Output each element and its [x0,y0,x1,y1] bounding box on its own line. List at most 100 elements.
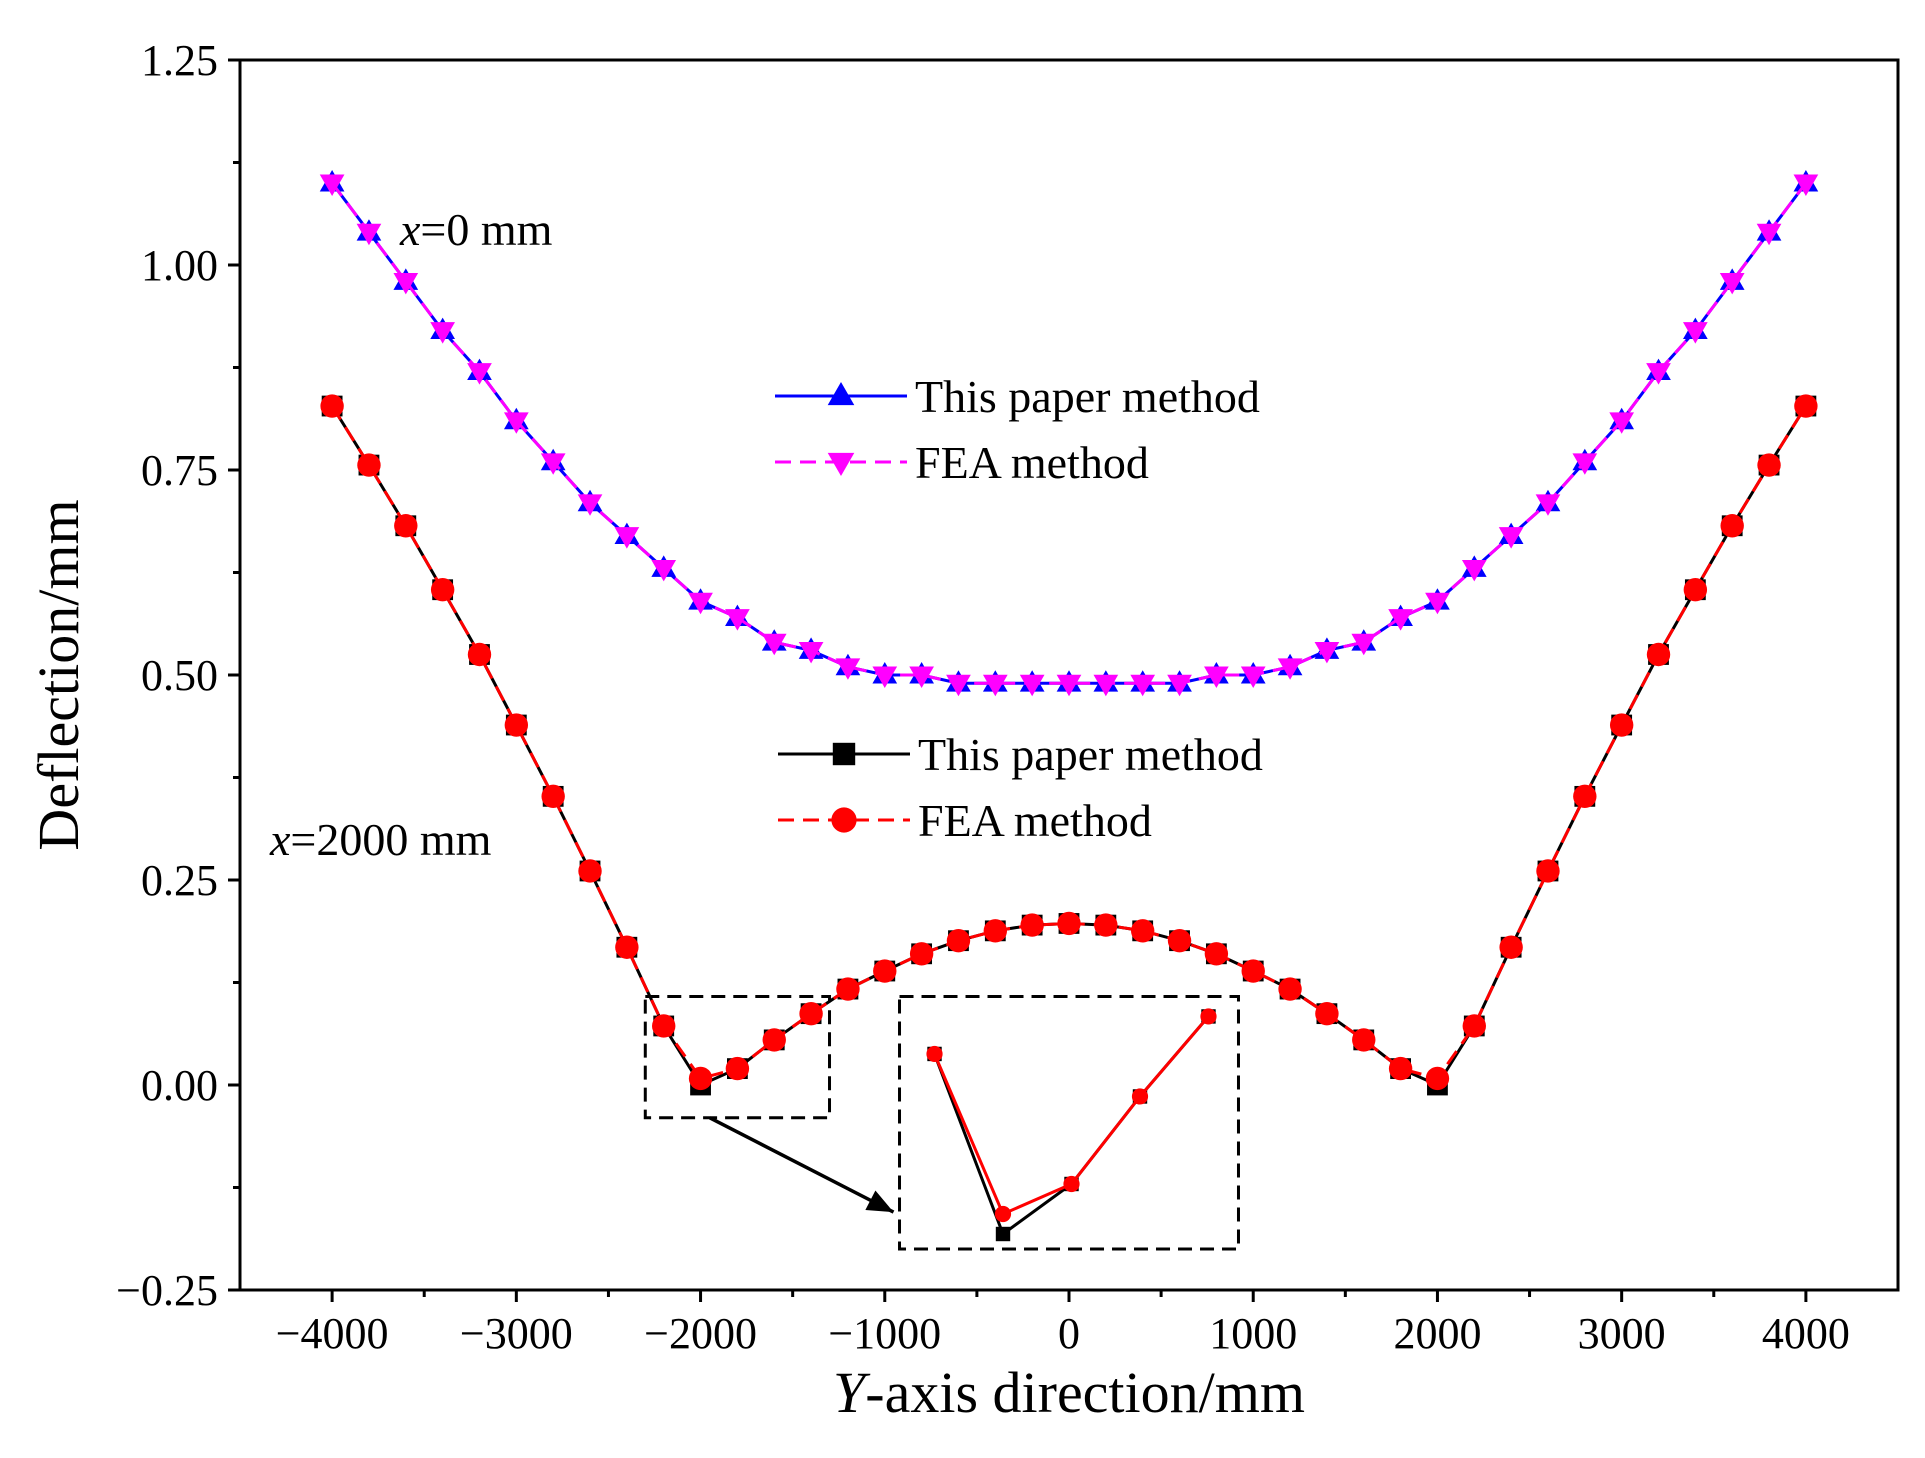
series-1-point [1461,559,1487,582]
x-tick-label: −3000 [460,1309,573,1358]
series-3-point [725,1056,750,1081]
legend-swatch-marker-1 [827,452,855,476]
legend-label-0: This paper method [915,371,1260,422]
series-1-point [430,322,455,344]
annotation-rest: =2000 mm [290,814,491,865]
inset-series-3 [926,1008,1217,1223]
y-tick-label: 1.25 [141,36,218,85]
series-1-point [651,559,677,582]
series-3-point [1646,642,1671,667]
series-1-point [1498,527,1524,549]
series-3-point [1130,919,1155,943]
x-tick-label: −2000 [644,1309,757,1358]
inset-source-box [643,994,832,1120]
series-1-point [1277,658,1303,680]
series-3-point [1167,928,1192,953]
x-tick-label: 1000 [1209,1309,1297,1358]
legend-label-2: This paper method [918,729,1263,780]
series-3-point [467,642,492,667]
series-1-point [540,453,566,475]
series-3-point [1352,1028,1376,1052]
series-1-point [688,592,713,615]
series-3-point [615,935,639,959]
series-1-point [1609,412,1635,434]
series-3-point [799,1001,823,1026]
inset-point-3 [994,1205,1012,1223]
series-layer [319,170,1819,1096]
legend-swatch-marker-2 [832,742,856,766]
series-1-point [835,658,861,680]
series-3-point [357,453,381,477]
series-1-point [1204,666,1229,688]
series-1-point [1683,322,1708,344]
x-axis-title: Y-axis direction/mm [833,1360,1305,1425]
inset-point-3 [1063,1175,1080,1193]
legend-group-0: This paper method FEA method [775,371,1260,488]
series-3-point [578,859,602,883]
plot-frame-layer [228,58,1900,1302]
series-1-point [1756,223,1782,246]
inset-layer [643,994,1240,1251]
series-1-point [982,674,1008,697]
series-1-point [319,174,345,196]
y-tick-label: −0.25 [116,1266,218,1315]
legend-label-3: FEA method [918,795,1152,846]
series-1-point [1719,272,1745,295]
series-1-point [1388,609,1413,631]
x-axis-title-rest: -axis direction/mm [865,1360,1305,1425]
series-3-point [504,713,529,737]
x-tick-label: −1000 [828,1309,941,1358]
series-1-point [467,363,492,385]
series-3-point [873,959,897,983]
series-3-point [1536,859,1560,883]
annotation-1: x=2000 mm [269,814,492,865]
inset-point-3 [926,1045,943,1063]
x-tick-label: 3000 [1578,1309,1666,1358]
legend-label-1: FEA method [915,437,1149,488]
series-3-point [1499,935,1523,959]
y-tick-label: 0.75 [141,446,218,495]
series-3-point [1462,1014,1486,1038]
series-3-point [1794,394,1818,418]
annotation-italic: x [269,814,291,865]
series-1-point [356,223,382,246]
y-tick-label: 1.00 [141,241,218,290]
inset-arrow-line [708,1116,895,1214]
x-axis-title-italic: Y [833,1360,871,1425]
series-3-point [320,394,344,418]
series-3-point [762,1028,786,1052]
series-1-point [1167,674,1192,697]
y-tick-label: 0.50 [141,651,218,700]
series-1-point [872,666,898,688]
series-1-point [614,527,640,549]
x-tick-label: 0 [1058,1309,1080,1358]
series-1-point [1019,674,1045,697]
series-3-point [1094,913,1118,937]
series-1-point [909,666,934,688]
series-1-point [577,494,603,516]
series-3-point [1683,578,1708,602]
annotation-rest: =0 mm [420,204,552,255]
series-3-point [1388,1056,1413,1081]
x-tick-label: 4000 [1762,1309,1850,1358]
series-3-point [1278,977,1302,1001]
series-1-point [946,674,971,697]
inset-point-2 [995,1226,1011,1242]
series-3-point [1315,1001,1339,1026]
inset-point-3 [1200,1008,1217,1025]
series-3-point [1425,1066,1450,1091]
series-1-point [1130,674,1156,697]
legend-swatch-marker-0 [827,382,855,406]
text-layer: −0.25 0.00 0.25 0.50 0.75 1.00 1.25 −4000 −3000 −… [26,36,1850,1425]
series-1-point [1093,674,1119,697]
legend-group-1: This paper method FEA method [778,729,1263,846]
series-1-point [503,412,529,434]
inset-target-box [898,994,1240,1251]
series-3-point [541,784,565,809]
series-1-point [1535,494,1561,516]
series-3-point [1573,784,1597,809]
series-1-point [1646,363,1671,385]
series-1 [319,174,1819,697]
